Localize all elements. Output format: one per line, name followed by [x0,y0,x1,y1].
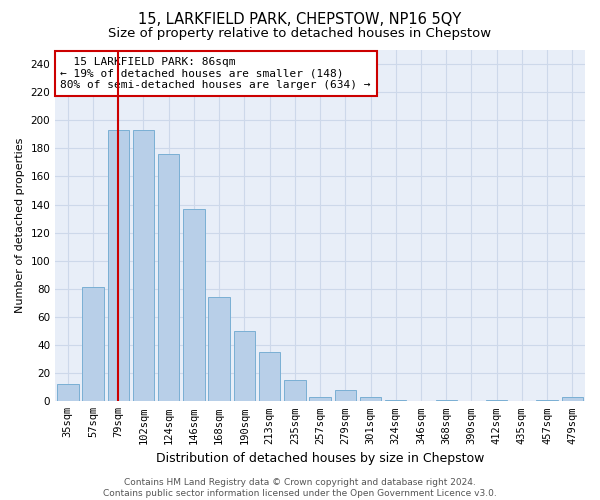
Bar [385,400,406,402]
Bar [183,209,205,402]
X-axis label: Distribution of detached houses by size in Chepstow: Distribution of detached houses by size … [156,452,484,465]
Bar [82,288,104,402]
Y-axis label: Number of detached properties: Number of detached properties [15,138,25,314]
Bar [536,400,558,402]
Bar [57,384,79,402]
Text: Contains HM Land Registry data © Crown copyright and database right 2024.
Contai: Contains HM Land Registry data © Crown c… [103,478,497,498]
Bar [259,352,280,402]
Bar [486,400,508,402]
Bar [562,397,583,402]
Text: Size of property relative to detached houses in Chepstow: Size of property relative to detached ho… [109,28,491,40]
Bar [335,390,356,402]
Bar [284,380,305,402]
Bar [158,154,179,402]
Bar [208,298,230,402]
Bar [233,331,255,402]
Text: 15, LARKFIELD PARK, CHEPSTOW, NP16 5QY: 15, LARKFIELD PARK, CHEPSTOW, NP16 5QY [139,12,461,28]
Bar [107,130,129,402]
Bar [133,130,154,402]
Bar [360,397,381,402]
Text: 15 LARKFIELD PARK: 86sqm
← 19% of detached houses are smaller (148)
80% of semi-: 15 LARKFIELD PARK: 86sqm ← 19% of detach… [61,57,371,90]
Bar [310,397,331,402]
Bar [436,400,457,402]
